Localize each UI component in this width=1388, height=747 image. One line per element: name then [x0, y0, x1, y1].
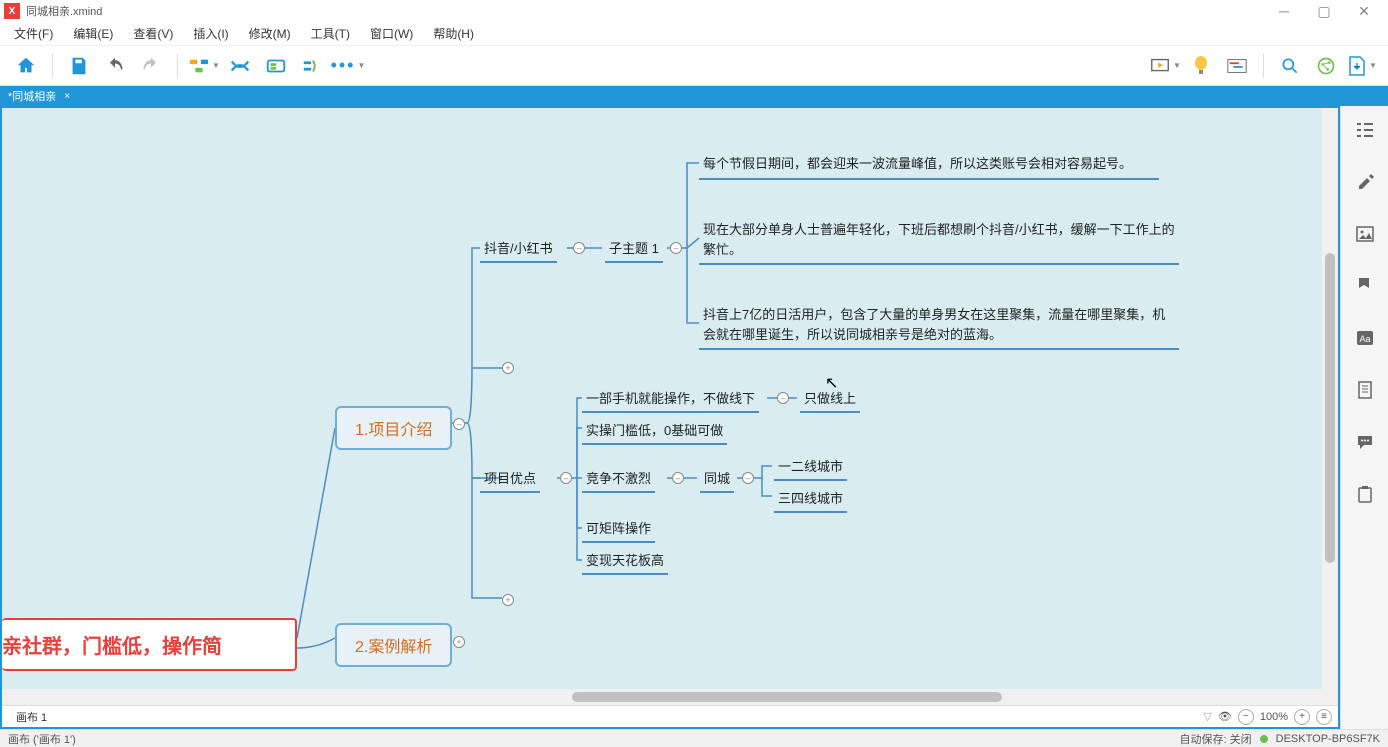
tab-label: *同城相亲 — [8, 88, 56, 104]
right-sidebar: Aa — [1340, 106, 1388, 729]
node-leaf-3[interactable]: 抖音上7亿的日活用户，包含了大量的单身男女在这里聚集，流量在哪里聚集，机会就在哪… — [699, 303, 1179, 350]
titlebar: X 同城相亲.xmind ─ ▢ ✕ — [0, 0, 1388, 22]
undo-button[interactable] — [97, 51, 133, 81]
image-icon[interactable] — [1353, 222, 1377, 246]
autosave-status: 自动保存: 关闭 — [1180, 731, 1252, 747]
menu-help[interactable]: 帮助(H) — [423, 22, 484, 45]
collapse-toggle[interactable]: – — [672, 472, 684, 484]
mouse-cursor-icon: ↖ — [825, 373, 838, 393]
zoom-controls: ▽ 👁 − 100% + ≡ — [1203, 709, 1332, 725]
format-icon[interactable] — [1353, 170, 1377, 194]
structure-button[interactable]: ▼ — [186, 51, 222, 81]
menu-edit[interactable]: 编辑(E) — [63, 22, 123, 45]
collapse-toggle[interactable]: + — [502, 594, 514, 606]
comments-icon[interactable] — [1353, 430, 1377, 454]
svg-text:Aa: Aa — [1359, 334, 1370, 344]
vertical-scrollbar[interactable] — [1322, 108, 1338, 689]
node-advantage[interactable]: 项目优点 — [480, 466, 540, 493]
sheet-tab[interactable]: 画布 1 — [8, 707, 1203, 727]
collapse-toggle[interactable]: – — [453, 418, 465, 430]
collapse-toggle[interactable]: – — [670, 242, 682, 254]
share-button[interactable] — [1308, 51, 1344, 81]
tab-close-icon[interactable]: × — [64, 91, 70, 102]
collapse-toggle[interactable]: + — [453, 636, 465, 648]
gantt-button[interactable] — [1219, 51, 1255, 81]
node-leaf-1[interactable]: 每个节假日期间，都会迎来一波流量峰值，所以这类账号会相对容易起号。 — [699, 152, 1159, 180]
menu-tools[interactable]: 工具(T) — [301, 22, 360, 45]
desktop-name: DESKTOP-BP6SF7K — [1276, 733, 1380, 745]
node-adv-3-child[interactable]: 同城 — [700, 466, 734, 493]
zoom-out-button[interactable]: − — [1238, 709, 1254, 725]
close-button[interactable]: ✕ — [1344, 0, 1384, 22]
sheet-bar: 画布 1 ▽ 👁 − 100% + ≡ — [2, 705, 1338, 727]
menu-file[interactable]: 文件(F) — [4, 22, 63, 45]
window-title: 同城相亲.xmind — [26, 3, 1264, 19]
central-topic[interactable]: 亲社群，门槛低，操作简 — [2, 618, 297, 671]
horizontal-scrollbar[interactable] — [2, 689, 1338, 705]
node-leaf-2[interactable]: 现在大部分单身人士普遍年轻化，下班后都想刷个抖音/小红书，缓解一下工作上的繁忙。 — [699, 218, 1179, 265]
summary-button[interactable] — [294, 51, 330, 81]
more-button[interactable]: •••▼ — [330, 51, 366, 81]
node-adv-5[interactable]: 变现天花板高 — [582, 548, 668, 575]
node-adv-3[interactable]: 竞争不激烈 — [582, 466, 655, 493]
idea-button[interactable] — [1183, 51, 1219, 81]
main-topic-1[interactable]: 1.项目介绍 — [335, 406, 452, 450]
outline-icon[interactable] — [1353, 118, 1377, 142]
relationship-button[interactable] — [222, 51, 258, 81]
home-button[interactable] — [8, 51, 44, 81]
canvas-container: 亲社群，门槛低，操作简 1.项目介绍 2.案例解析 抖音/小红书 子主题 1 每… — [0, 106, 1340, 729]
filter-icon[interactable]: ▽ — [1203, 710, 1211, 723]
node-adv-4[interactable]: 可矩阵操作 — [582, 516, 655, 543]
app-logo: X — [4, 3, 20, 19]
main-topic-2[interactable]: 2.案例解析 — [335, 623, 452, 667]
document-tabbar: *同城相亲 × — [0, 86, 1388, 106]
boundary-button[interactable] — [258, 51, 294, 81]
zoom-in-button[interactable]: + — [1294, 709, 1310, 725]
collapse-toggle[interactable]: – — [573, 242, 585, 254]
collapse-toggle[interactable]: – — [742, 472, 754, 484]
menu-view[interactable]: 查看(V) — [123, 22, 183, 45]
marker-icon[interactable] — [1353, 274, 1377, 298]
collapse-toggle[interactable]: + — [502, 362, 514, 374]
minimize-button[interactable]: ─ — [1264, 0, 1304, 22]
zoom-value: 100% — [1260, 711, 1288, 723]
document-tab[interactable]: *同城相亲 × — [0, 86, 78, 106]
node-subtopic[interactable]: 子主题 1 — [605, 236, 663, 263]
font-icon[interactable]: Aa — [1353, 326, 1377, 350]
maximize-button[interactable]: ▢ — [1304, 0, 1344, 22]
menu-window[interactable]: 窗口(W) — [360, 22, 423, 45]
mindmap-canvas[interactable]: 亲社群，门槛低，操作简 1.项目介绍 2.案例解析 抖音/小红书 子主题 1 每… — [2, 108, 1338, 689]
status-left: 画布 ('画布 1') — [8, 731, 1180, 747]
export-button[interactable]: ▼ — [1344, 51, 1380, 81]
connection-dot-icon — [1260, 735, 1268, 743]
statusbar: 画布 ('画布 1') 自动保存: 关闭 DESKTOP-BP6SF7K — [0, 729, 1388, 747]
node-platform[interactable]: 抖音/小红书 — [480, 236, 557, 263]
menu-insert[interactable]: 插入(I) — [183, 22, 238, 45]
save-button[interactable] — [61, 51, 97, 81]
node-adv-1[interactable]: 一部手机就能操作，不做线下 — [582, 386, 759, 413]
workspace: 亲社群，门槛低，操作简 1.项目介绍 2.案例解析 抖音/小红书 子主题 1 每… — [0, 106, 1388, 729]
redo-button[interactable] — [133, 51, 169, 81]
collapse-toggle[interactable]: – — [777, 392, 789, 404]
task-icon[interactable] — [1353, 482, 1377, 506]
zoom-fit-button[interactable]: ≡ — [1316, 709, 1332, 725]
eye-icon[interactable]: 👁 — [1218, 710, 1232, 723]
node-city-1[interactable]: 一二线城市 — [774, 454, 847, 481]
menu-modify[interactable]: 修改(M) — [239, 22, 301, 45]
node-city-2[interactable]: 三四线城市 — [774, 486, 847, 513]
menubar: 文件(F) 编辑(E) 查看(V) 插入(I) 修改(M) 工具(T) 窗口(W… — [0, 22, 1388, 46]
notes-icon[interactable] — [1353, 378, 1377, 402]
presentation-button[interactable]: ▼ — [1147, 51, 1183, 81]
toolbar: ▼ •••▼ ▼ ▼ — [0, 46, 1388, 86]
collapse-toggle[interactable]: – — [560, 472, 572, 484]
node-adv-2[interactable]: 实操门槛低，0基础可做 — [582, 418, 727, 445]
search-button[interactable] — [1272, 51, 1308, 81]
